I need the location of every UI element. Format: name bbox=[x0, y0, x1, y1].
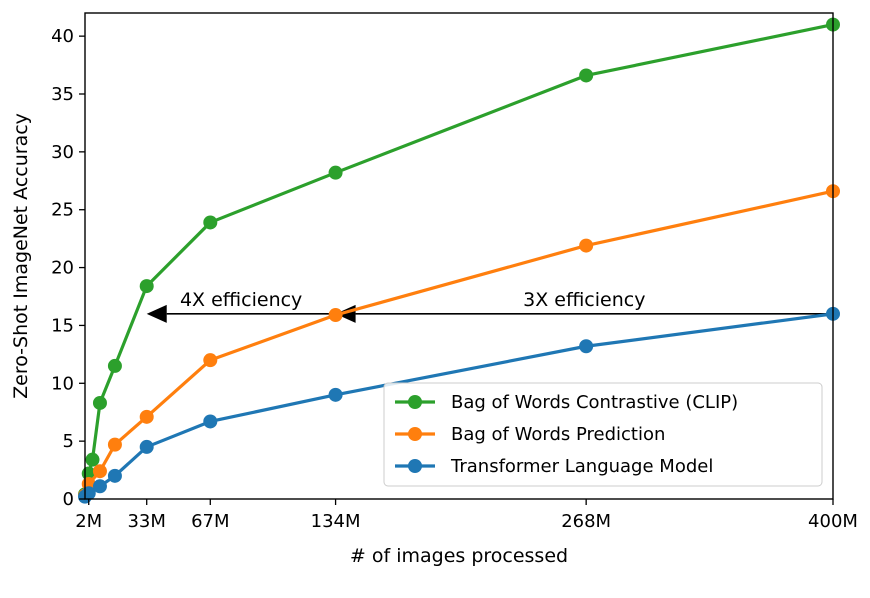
axis-ticks: 2M 33M 67M 134M 268M 400M 0 5 10 15 20 25 30 35 40 bbox=[51, 26, 858, 532]
data-point bbox=[328, 308, 343, 323]
data-point bbox=[85, 452, 100, 467]
efficiency-arrow-head bbox=[146, 304, 167, 323]
data-point bbox=[92, 464, 107, 479]
y-tick-label: 0 bbox=[63, 489, 74, 510]
data-point bbox=[139, 439, 154, 454]
x-axis-title: # of images processed bbox=[350, 545, 568, 567]
y-tick-label: 5 bbox=[63, 431, 74, 452]
data-point bbox=[579, 339, 594, 354]
legend: Bag of Words Contrastive (CLIP) Bag of Wo… bbox=[383, 382, 823, 487]
data-point bbox=[107, 437, 122, 452]
legend-label: Bag of Words Prediction bbox=[451, 424, 665, 445]
data-point bbox=[107, 468, 122, 483]
data-point bbox=[139, 409, 154, 424]
data-point bbox=[203, 414, 218, 429]
data-point bbox=[203, 353, 218, 368]
x-tick-label: 67M bbox=[191, 511, 229, 532]
x-tick-label: 33M bbox=[127, 511, 165, 532]
legend-item: Bag of Words Contrastive (CLIP) bbox=[395, 392, 738, 413]
data-point bbox=[579, 238, 594, 253]
data-point bbox=[92, 395, 107, 410]
y-tick-label: 40 bbox=[51, 26, 74, 47]
legend-label: Transformer Language Model bbox=[450, 456, 713, 477]
legend-marker-swatch bbox=[408, 395, 422, 409]
legend-box bbox=[383, 382, 823, 487]
x-tick-label: 2M bbox=[75, 511, 102, 532]
y-tick-label: 15 bbox=[51, 315, 74, 336]
efficiency-annotation: 3X efficiency bbox=[523, 289, 645, 311]
data-point bbox=[328, 387, 343, 402]
legend-label: Bag of Words Contrastive (CLIP) bbox=[451, 392, 738, 413]
y-tick-label: 10 bbox=[51, 373, 74, 394]
y-axis-title: Zero-Shot ImageNet Accuracy bbox=[10, 113, 32, 399]
y-tick-label: 30 bbox=[51, 142, 74, 163]
y-tick-label: 35 bbox=[51, 84, 74, 105]
data-point bbox=[203, 215, 218, 230]
legend-marker-swatch bbox=[408, 459, 422, 473]
plot-frame bbox=[84, 12, 834, 500]
y-tick-label: 25 bbox=[51, 200, 74, 221]
data-point bbox=[139, 279, 154, 294]
y-tick-label: 20 bbox=[51, 258, 74, 279]
annotations: 4X efficiency 3X efficiency bbox=[146, 289, 833, 323]
x-tick-label: 134M bbox=[311, 511, 361, 532]
efficiency-annotation: 4X efficiency bbox=[180, 289, 302, 311]
x-tick-label: 400M bbox=[808, 511, 858, 532]
legend-item: Bag of Words Prediction bbox=[395, 424, 665, 445]
data-point bbox=[579, 68, 594, 83]
legend-marker-swatch bbox=[408, 427, 422, 441]
data-point bbox=[107, 358, 122, 373]
legend-item: Transformer Language Model bbox=[395, 456, 713, 477]
data-point bbox=[92, 479, 107, 494]
x-tick-label: 268M bbox=[561, 511, 611, 532]
series-line bbox=[83, 23, 834, 495]
data-point bbox=[328, 165, 343, 180]
